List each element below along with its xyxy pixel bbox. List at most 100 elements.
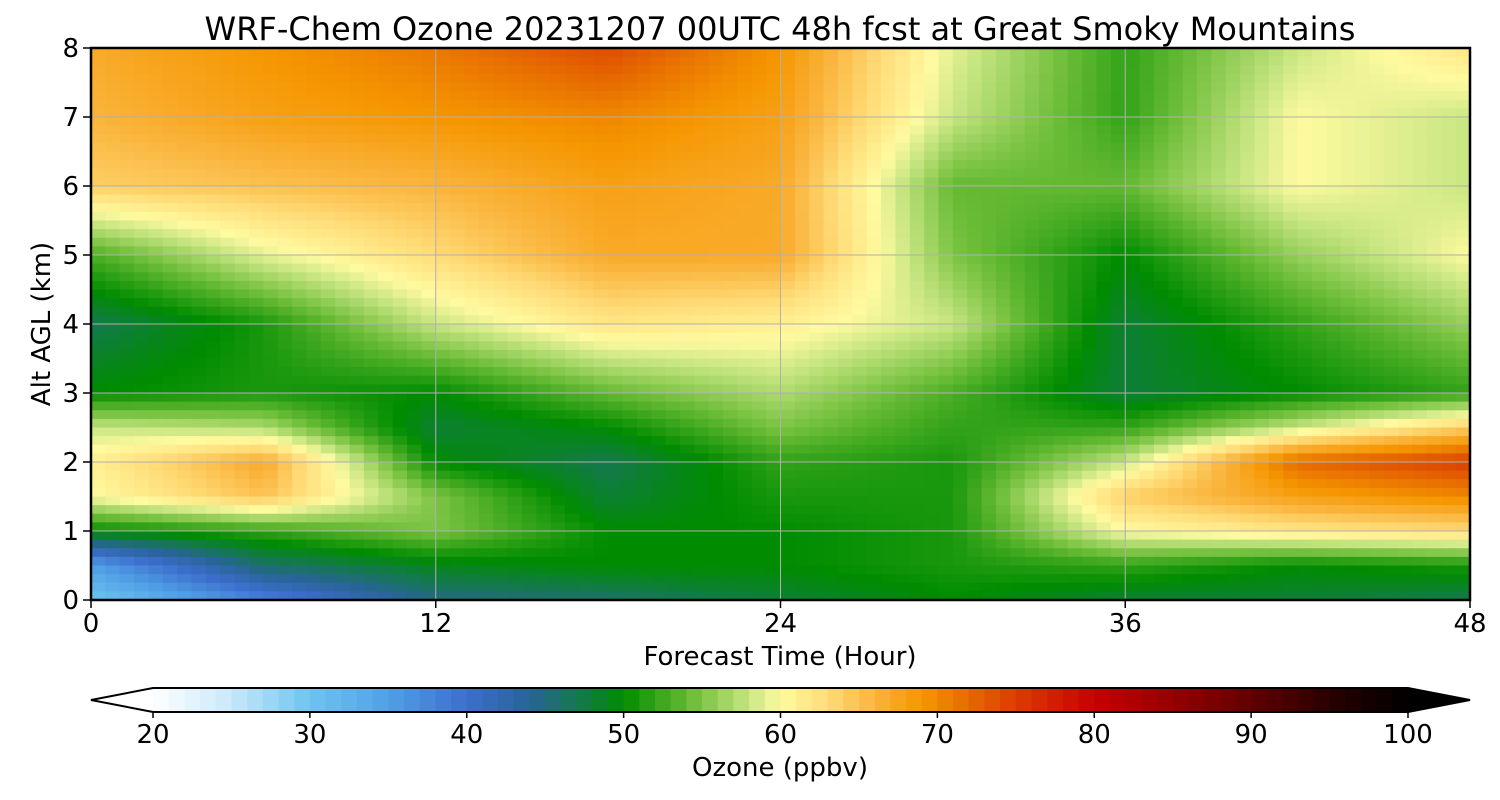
heatmap-cell <box>1383 203 1399 213</box>
heatmap-cell <box>924 246 940 256</box>
heatmap-cell <box>981 65 997 75</box>
heatmap-cell <box>565 82 580 92</box>
heatmap-cell <box>1125 436 1141 446</box>
heatmap-cell <box>162 108 178 118</box>
heatmap-cell <box>593 341 609 351</box>
heatmap-cell <box>1268 444 1284 454</box>
heatmap-cell <box>205 263 221 273</box>
heatmap-cell <box>1082 229 1098 239</box>
heatmap-cell <box>1355 125 1371 135</box>
heatmap-cell <box>751 289 767 299</box>
heatmap-cell <box>809 453 825 463</box>
heatmap-cell <box>1082 324 1098 334</box>
heatmap-cell <box>679 280 695 291</box>
heatmap-cell <box>292 306 308 316</box>
heatmap-cell <box>148 410 164 420</box>
heatmap-cell <box>852 263 868 273</box>
heatmap-cell <box>1254 410 1270 420</box>
heatmap-cell <box>191 134 207 144</box>
heatmap-cell <box>220 306 236 316</box>
heatmap-cell <box>1197 203 1213 213</box>
heatmap-cell <box>1053 125 1069 135</box>
heatmap-cell <box>349 367 365 377</box>
heatmap-cell <box>1153 65 1169 75</box>
heatmap-cell <box>967 73 983 84</box>
heatmap-cell <box>1067 108 1083 118</box>
heatmap-cell <box>536 56 552 66</box>
heatmap-cell <box>794 375 810 385</box>
heatmap-cell <box>1168 410 1184 420</box>
heatmap-cell <box>1268 479 1284 489</box>
heatmap-cell <box>651 341 667 351</box>
heatmap-cell <box>1125 125 1141 135</box>
heatmap-cell <box>651 427 667 437</box>
heatmap-cell <box>205 436 221 446</box>
heatmap-cell <box>493 487 509 498</box>
heatmap-cell <box>1082 194 1098 204</box>
heatmap-cell <box>909 358 925 368</box>
heatmap-cell <box>521 470 537 480</box>
heatmap-cell <box>1225 453 1241 463</box>
heatmap-cell <box>780 246 796 256</box>
heatmap-cell <box>349 453 365 463</box>
heatmap-cell <box>1197 367 1213 377</box>
heatmap-cell <box>407 229 422 239</box>
heatmap-cell <box>292 237 308 247</box>
heatmap-cell <box>1067 479 1083 489</box>
heatmap-cell <box>1340 117 1356 127</box>
heatmap-cell <box>1039 358 1055 368</box>
heatmap-cell <box>837 289 853 299</box>
heatmap-cell <box>751 186 767 196</box>
heatmap-cell <box>177 168 193 178</box>
heatmap-cell <box>995 108 1011 118</box>
heatmap-cell <box>148 496 164 506</box>
heatmap-cell <box>995 289 1011 299</box>
heatmap-cell <box>1240 142 1256 153</box>
heatmap-cell <box>608 177 624 187</box>
heatmap-cell <box>1268 401 1284 411</box>
heatmap-cell <box>191 332 207 342</box>
heatmap-cell <box>1412 444 1428 454</box>
heatmap-cell <box>162 151 178 161</box>
heatmap-cell <box>694 418 710 429</box>
heatmap-cell <box>550 393 566 403</box>
heatmap-cell <box>91 444 106 454</box>
heatmap-cell <box>1412 401 1428 411</box>
heatmap-cell <box>1398 462 1414 472</box>
heatmap-cell <box>1153 108 1169 118</box>
heatmap-cell <box>378 99 394 109</box>
heatmap-cell <box>622 65 638 75</box>
heatmap-cell <box>938 177 954 187</box>
heatmap-cell <box>1010 393 1026 403</box>
heatmap-cell <box>766 73 782 84</box>
heatmap-cell <box>981 91 997 101</box>
heatmap-cell <box>292 203 308 213</box>
heatmap-cell <box>1024 263 1040 273</box>
heatmap-cell <box>1225 229 1241 239</box>
heatmap-cell <box>435 211 451 222</box>
heatmap-cell <box>306 151 322 161</box>
heatmap-cell <box>1383 65 1399 75</box>
heatmap-cell <box>249 160 264 170</box>
heatmap-cell <box>493 427 509 437</box>
heatmap-cell <box>464 367 480 377</box>
heatmap-cell <box>464 332 480 342</box>
heatmap-cell <box>1153 177 1169 187</box>
heatmap-cell <box>967 306 983 316</box>
heatmap-cell <box>550 462 566 472</box>
heatmap-cell <box>205 332 221 342</box>
heatmap-cell <box>708 410 724 420</box>
heatmap-cell <box>1096 324 1112 334</box>
heatmap-cell <box>148 56 164 66</box>
heatmap-cell <box>1067 246 1083 256</box>
heatmap-cell <box>378 91 394 101</box>
heatmap-cell <box>1153 203 1169 213</box>
heatmap-cell <box>636 99 652 109</box>
heatmap-cell <box>981 177 997 187</box>
heatmap-cell <box>593 358 609 368</box>
heatmap-cell <box>349 263 365 273</box>
heatmap-cell <box>536 298 552 308</box>
heatmap-cell <box>464 134 480 144</box>
heatmap-cell <box>651 272 667 282</box>
heatmap-cell <box>191 487 207 498</box>
